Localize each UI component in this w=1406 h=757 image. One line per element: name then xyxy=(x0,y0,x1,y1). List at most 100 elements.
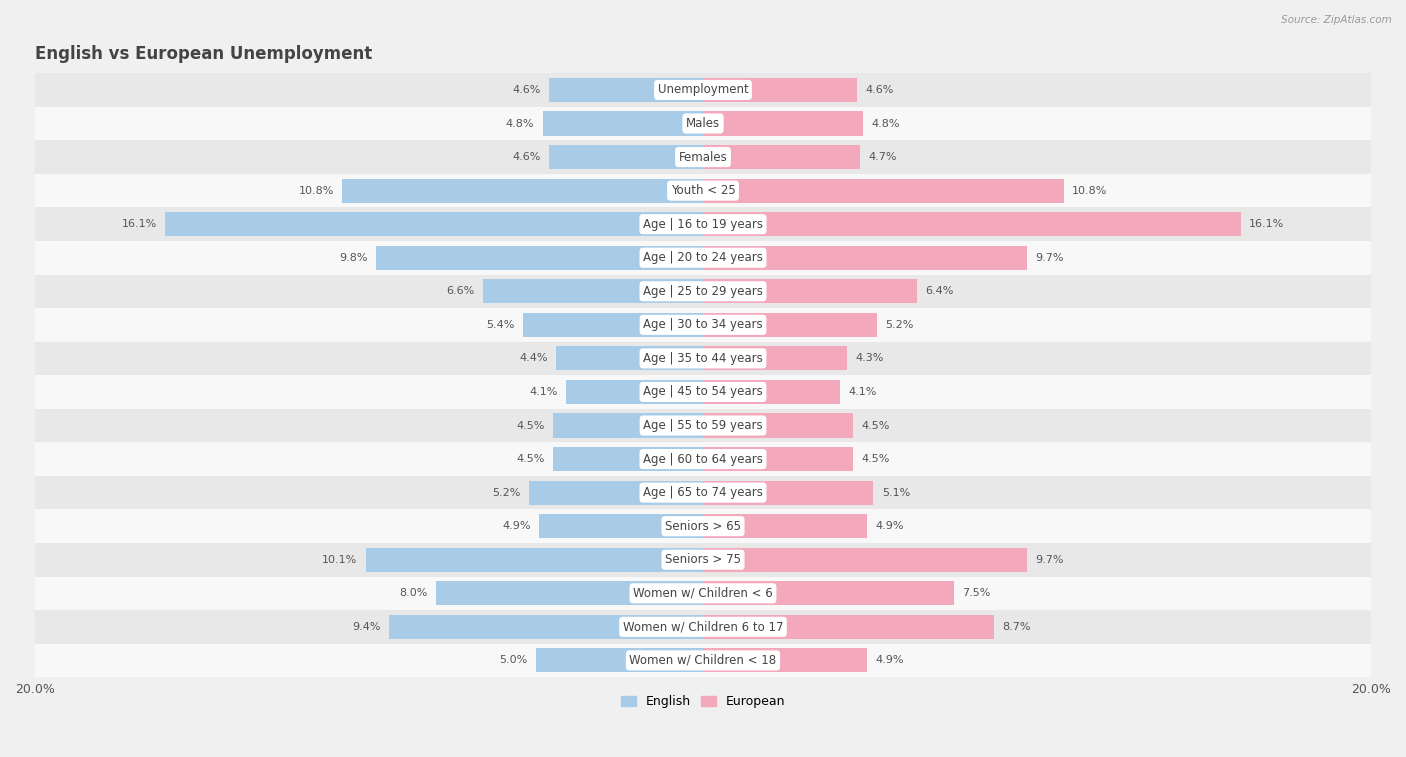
Bar xyxy=(35,577,1371,610)
Bar xyxy=(540,514,703,538)
Text: Age | 65 to 74 years: Age | 65 to 74 years xyxy=(643,486,763,499)
Text: 4.6%: 4.6% xyxy=(513,152,541,162)
Bar xyxy=(703,547,1026,572)
Text: 10.8%: 10.8% xyxy=(298,185,333,195)
Text: 4.3%: 4.3% xyxy=(855,354,883,363)
Bar xyxy=(703,447,853,471)
Bar xyxy=(550,145,703,169)
Bar xyxy=(550,78,703,102)
Bar xyxy=(536,648,703,672)
Text: 9.7%: 9.7% xyxy=(1035,555,1064,565)
Text: 4.7%: 4.7% xyxy=(869,152,897,162)
Text: Females: Females xyxy=(679,151,727,164)
Text: 4.5%: 4.5% xyxy=(862,420,890,431)
Bar xyxy=(35,308,1371,341)
Text: Age | 45 to 54 years: Age | 45 to 54 years xyxy=(643,385,763,398)
Text: 4.5%: 4.5% xyxy=(516,454,544,464)
Bar xyxy=(703,648,866,672)
Bar xyxy=(35,375,1371,409)
Text: 4.6%: 4.6% xyxy=(513,85,541,95)
Bar xyxy=(703,346,846,370)
Bar xyxy=(35,643,1371,678)
Text: Women w/ Children < 6: Women w/ Children < 6 xyxy=(633,587,773,600)
Text: 4.5%: 4.5% xyxy=(862,454,890,464)
Text: 10.8%: 10.8% xyxy=(1073,185,1108,195)
Bar xyxy=(703,481,873,505)
Bar xyxy=(389,615,703,639)
Text: Age | 60 to 64 years: Age | 60 to 64 years xyxy=(643,453,763,466)
Text: 4.9%: 4.9% xyxy=(875,656,904,665)
Bar xyxy=(166,212,703,236)
Bar xyxy=(35,409,1371,442)
Text: 5.0%: 5.0% xyxy=(499,656,527,665)
Text: 5.4%: 5.4% xyxy=(486,320,515,330)
Bar xyxy=(35,476,1371,509)
Text: 4.8%: 4.8% xyxy=(506,119,534,129)
Text: English vs European Unemployment: English vs European Unemployment xyxy=(35,45,373,64)
Bar xyxy=(35,543,1371,577)
Legend: English, European: English, European xyxy=(616,690,790,713)
Bar xyxy=(703,514,866,538)
Bar xyxy=(366,547,703,572)
Bar xyxy=(703,111,863,136)
Bar xyxy=(703,581,953,606)
Text: 6.4%: 6.4% xyxy=(925,286,953,296)
Bar xyxy=(35,174,1371,207)
Bar xyxy=(529,481,703,505)
Text: 4.9%: 4.9% xyxy=(875,521,904,531)
Text: 7.5%: 7.5% xyxy=(962,588,990,598)
Bar xyxy=(703,413,853,438)
Text: 8.0%: 8.0% xyxy=(399,588,427,598)
Bar xyxy=(553,413,703,438)
Text: Males: Males xyxy=(686,117,720,130)
Bar xyxy=(35,509,1371,543)
Text: 9.4%: 9.4% xyxy=(352,621,381,632)
Text: 6.6%: 6.6% xyxy=(446,286,474,296)
Bar xyxy=(703,313,877,337)
Bar xyxy=(555,346,703,370)
Text: Unemployment: Unemployment xyxy=(658,83,748,96)
Bar xyxy=(703,615,994,639)
Bar xyxy=(35,610,1371,643)
Text: 16.1%: 16.1% xyxy=(121,220,157,229)
Text: 10.1%: 10.1% xyxy=(322,555,357,565)
Bar xyxy=(35,140,1371,174)
Text: 8.7%: 8.7% xyxy=(1002,621,1031,632)
Bar xyxy=(553,447,703,471)
Text: Age | 20 to 24 years: Age | 20 to 24 years xyxy=(643,251,763,264)
Bar xyxy=(703,245,1026,269)
Bar xyxy=(35,275,1371,308)
Text: 5.2%: 5.2% xyxy=(492,488,522,497)
Bar xyxy=(35,241,1371,275)
Text: Seniors > 75: Seniors > 75 xyxy=(665,553,741,566)
Text: 16.1%: 16.1% xyxy=(1249,220,1285,229)
Bar xyxy=(703,212,1240,236)
Text: 9.8%: 9.8% xyxy=(339,253,367,263)
Bar xyxy=(35,107,1371,140)
Bar xyxy=(35,442,1371,476)
Text: Source: ZipAtlas.com: Source: ZipAtlas.com xyxy=(1281,15,1392,25)
Text: Age | 16 to 19 years: Age | 16 to 19 years xyxy=(643,218,763,231)
Bar xyxy=(703,145,860,169)
Text: 4.6%: 4.6% xyxy=(865,85,893,95)
Text: 4.1%: 4.1% xyxy=(529,387,558,397)
Text: 4.1%: 4.1% xyxy=(848,387,877,397)
Text: Age | 55 to 59 years: Age | 55 to 59 years xyxy=(643,419,763,432)
Bar xyxy=(35,73,1371,107)
Bar xyxy=(703,179,1064,203)
Text: 4.4%: 4.4% xyxy=(519,354,548,363)
Bar xyxy=(482,279,703,304)
Text: Age | 30 to 34 years: Age | 30 to 34 years xyxy=(643,319,763,332)
Bar xyxy=(523,313,703,337)
Bar xyxy=(703,279,917,304)
Bar xyxy=(703,78,856,102)
Text: 5.1%: 5.1% xyxy=(882,488,910,497)
Bar xyxy=(543,111,703,136)
Bar xyxy=(703,380,839,404)
Text: Youth < 25: Youth < 25 xyxy=(671,184,735,197)
Text: Women w/ Children 6 to 17: Women w/ Children 6 to 17 xyxy=(623,620,783,634)
Text: 5.2%: 5.2% xyxy=(884,320,914,330)
Text: Age | 35 to 44 years: Age | 35 to 44 years xyxy=(643,352,763,365)
Bar xyxy=(375,245,703,269)
Bar xyxy=(567,380,703,404)
